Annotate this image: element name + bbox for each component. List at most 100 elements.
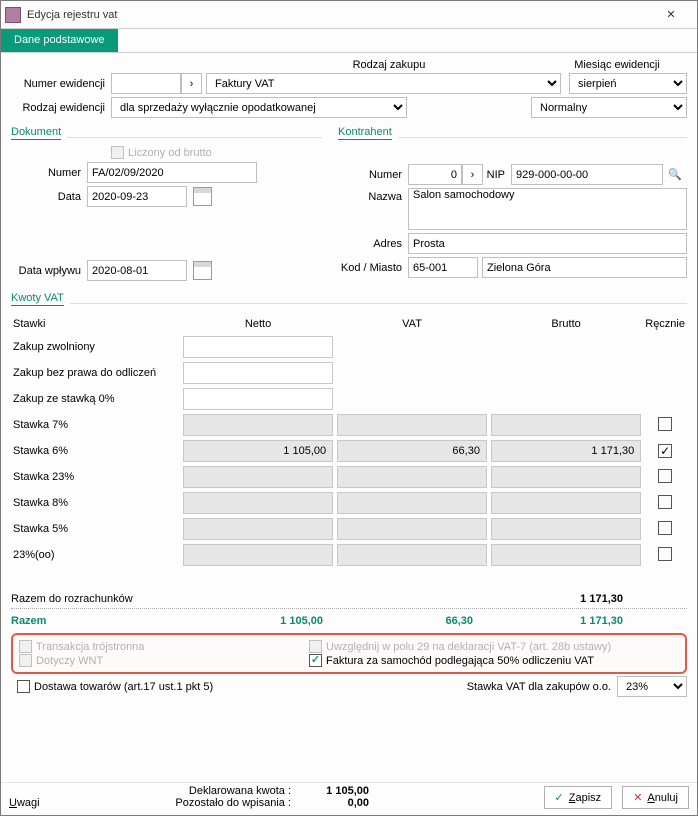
value-dekl-kwota: 1 105,00 [299, 785, 369, 797]
cancel-button[interactable]: ✕Anuluj [622, 786, 689, 809]
row-label: Stawka 8% [11, 490, 181, 516]
calendar-icon-2[interactable] [193, 261, 212, 280]
input-nazwa[interactable]: Salon samochodowy [408, 188, 687, 230]
lookup-numer-button[interactable]: › [181, 73, 202, 94]
cell-vat[interactable] [337, 466, 487, 488]
col-stawki: Stawki [11, 314, 181, 334]
checkbox-recznie[interactable] [658, 469, 672, 483]
checkbox-recznie[interactable] [658, 444, 672, 458]
cell-vat[interactable] [337, 544, 487, 566]
checkbox-uwzglednij [309, 640, 322, 653]
check-icon: ✓ [555, 791, 564, 804]
label-dok-numer: Numer [11, 167, 87, 179]
row-label: Stawka 6% [11, 438, 181, 464]
label-transakcja: Transakcja trójstronna [36, 641, 144, 653]
select-normalny[interactable]: Normalny [531, 97, 687, 118]
input-kod[interactable] [408, 257, 478, 278]
input-data-wplywu[interactable] [87, 260, 187, 281]
calendar-icon[interactable] [193, 187, 212, 206]
label-dostawa: Dostawa towarów (art.17 ust.1 pkt 5) [34, 681, 213, 693]
cell-brutto[interactable] [491, 466, 641, 488]
cell-netto[interactable] [183, 492, 333, 514]
label-adres: Adres [338, 238, 408, 250]
label-faktura-samochod: Faktura za samochód podlegająca 50% odli… [326, 655, 594, 667]
cell-vat[interactable] [337, 414, 487, 436]
value-razem-vat: 66,30 [331, 615, 481, 627]
label-stawka-oo: Stawka VAT dla zakupów o.o. [467, 681, 611, 693]
save-button[interactable]: ✓Zapisz [544, 786, 613, 809]
label-razem: Razem [11, 615, 181, 627]
input-miasto[interactable] [482, 257, 687, 278]
value-razem-rozr-brutto: 1 171,30 [481, 593, 631, 605]
close-button[interactable]: ✕ [651, 4, 691, 26]
label-dok-data: Data [11, 191, 87, 203]
input-numer-ewidencji[interactable] [111, 73, 181, 94]
value-pozostalo: 0,00 [299, 797, 369, 809]
cell-brutto[interactable] [491, 440, 641, 462]
section-kontrahent: Kontrahent [338, 126, 392, 140]
input-dok-data[interactable] [87, 186, 187, 207]
checkbox-recznie[interactable] [658, 547, 672, 561]
cell-vat[interactable] [337, 440, 487, 462]
cell-netto[interactable] [183, 388, 333, 410]
value-razem-brutto: 1 171,30 [481, 615, 631, 627]
select-stawka-oo[interactable]: 23% [617, 676, 687, 697]
input-nip[interactable] [511, 164, 663, 185]
label-uwzglednij: Uwzględnij w polu 29 na deklaracji VAT-7… [326, 641, 611, 653]
label-razem-rozr: Razem do rozrachunków [11, 593, 181, 605]
label-k-numer: Numer [338, 169, 408, 181]
row-label: Stawka 5% [11, 516, 181, 542]
label-dotyczy-wnt: Dotyczy WNT [36, 655, 103, 667]
cell-vat[interactable] [337, 518, 487, 540]
row-label: Stawka 23% [11, 464, 181, 490]
cell-netto[interactable] [183, 362, 333, 384]
select-miesiac[interactable]: sierpień [569, 73, 687, 94]
cell-netto[interactable] [183, 466, 333, 488]
app-icon [5, 7, 21, 23]
cell-brutto[interactable] [491, 544, 641, 566]
cell-netto[interactable] [183, 518, 333, 540]
checkbox-faktura-samochod[interactable] [309, 654, 322, 667]
tab-dane-podstawowe[interactable]: Dane podstawowe [1, 29, 118, 52]
cell-brutto[interactable] [491, 518, 641, 540]
select-rodzaj-zakupu[interactable]: Faktury VAT [206, 73, 561, 94]
select-rodzaj-ewidencji[interactable]: dla sprzedaży wyłącznie opodatkowanej [111, 97, 407, 118]
cell-brutto[interactable] [491, 492, 641, 514]
window-title: Edycja rejestru vat [27, 9, 651, 21]
cell-vat[interactable] [337, 492, 487, 514]
header-miesiac: Miesiąc ewidencji [547, 59, 687, 71]
row-label: Zakup zwolniony [11, 334, 181, 360]
checkbox-transakcja [19, 640, 32, 653]
col-brutto: Brutto [489, 314, 643, 334]
label-rodzaj-ewidencji: Rodzaj ewidencji [11, 102, 111, 114]
label-liczony-brutto: Liczony od brutto [128, 147, 212, 159]
row-label: Zakup ze stawką 0% [11, 386, 181, 412]
kwoty-table: Stawki Netto VAT Brutto Ręcznie Zakup zw… [11, 314, 687, 568]
col-recznie: Ręcznie [643, 314, 687, 334]
x-icon: ✕ [633, 791, 642, 804]
label-kod-miasto: Kod / Miasto [338, 262, 408, 274]
label-nazwa: Nazwa [338, 188, 408, 203]
checkbox-recznie[interactable] [658, 417, 672, 431]
label-nip: NIP [483, 169, 511, 181]
cell-netto[interactable] [183, 544, 333, 566]
cell-netto[interactable] [183, 414, 333, 436]
checkbox-dotyczy-wnt [19, 654, 32, 667]
col-vat: VAT [335, 314, 489, 334]
lookup-k-numer-button[interactable]: › [462, 164, 483, 185]
section-dokument: Dokument [11, 126, 61, 140]
input-dok-numer[interactable] [87, 162, 257, 183]
cell-brutto[interactable] [491, 414, 641, 436]
highlighted-options-box: Transakcja trójstronna Dotyczy WNT Uwzgl… [11, 633, 687, 674]
cell-netto[interactable] [183, 336, 333, 358]
checkbox-dostawa[interactable] [17, 680, 30, 693]
input-k-numer[interactable] [408, 164, 462, 185]
input-adres[interactable] [408, 233, 687, 254]
header-rodzaj-zakupu: Rodzaj zakupu [231, 59, 547, 71]
value-razem-netto: 1 105,00 [181, 615, 331, 627]
search-icon[interactable] [663, 168, 687, 181]
checkbox-recznie[interactable] [658, 495, 672, 509]
cell-netto[interactable] [183, 440, 333, 462]
label-numer-ewidencji: Numer ewidencji [11, 78, 111, 90]
checkbox-recznie[interactable] [658, 521, 672, 535]
